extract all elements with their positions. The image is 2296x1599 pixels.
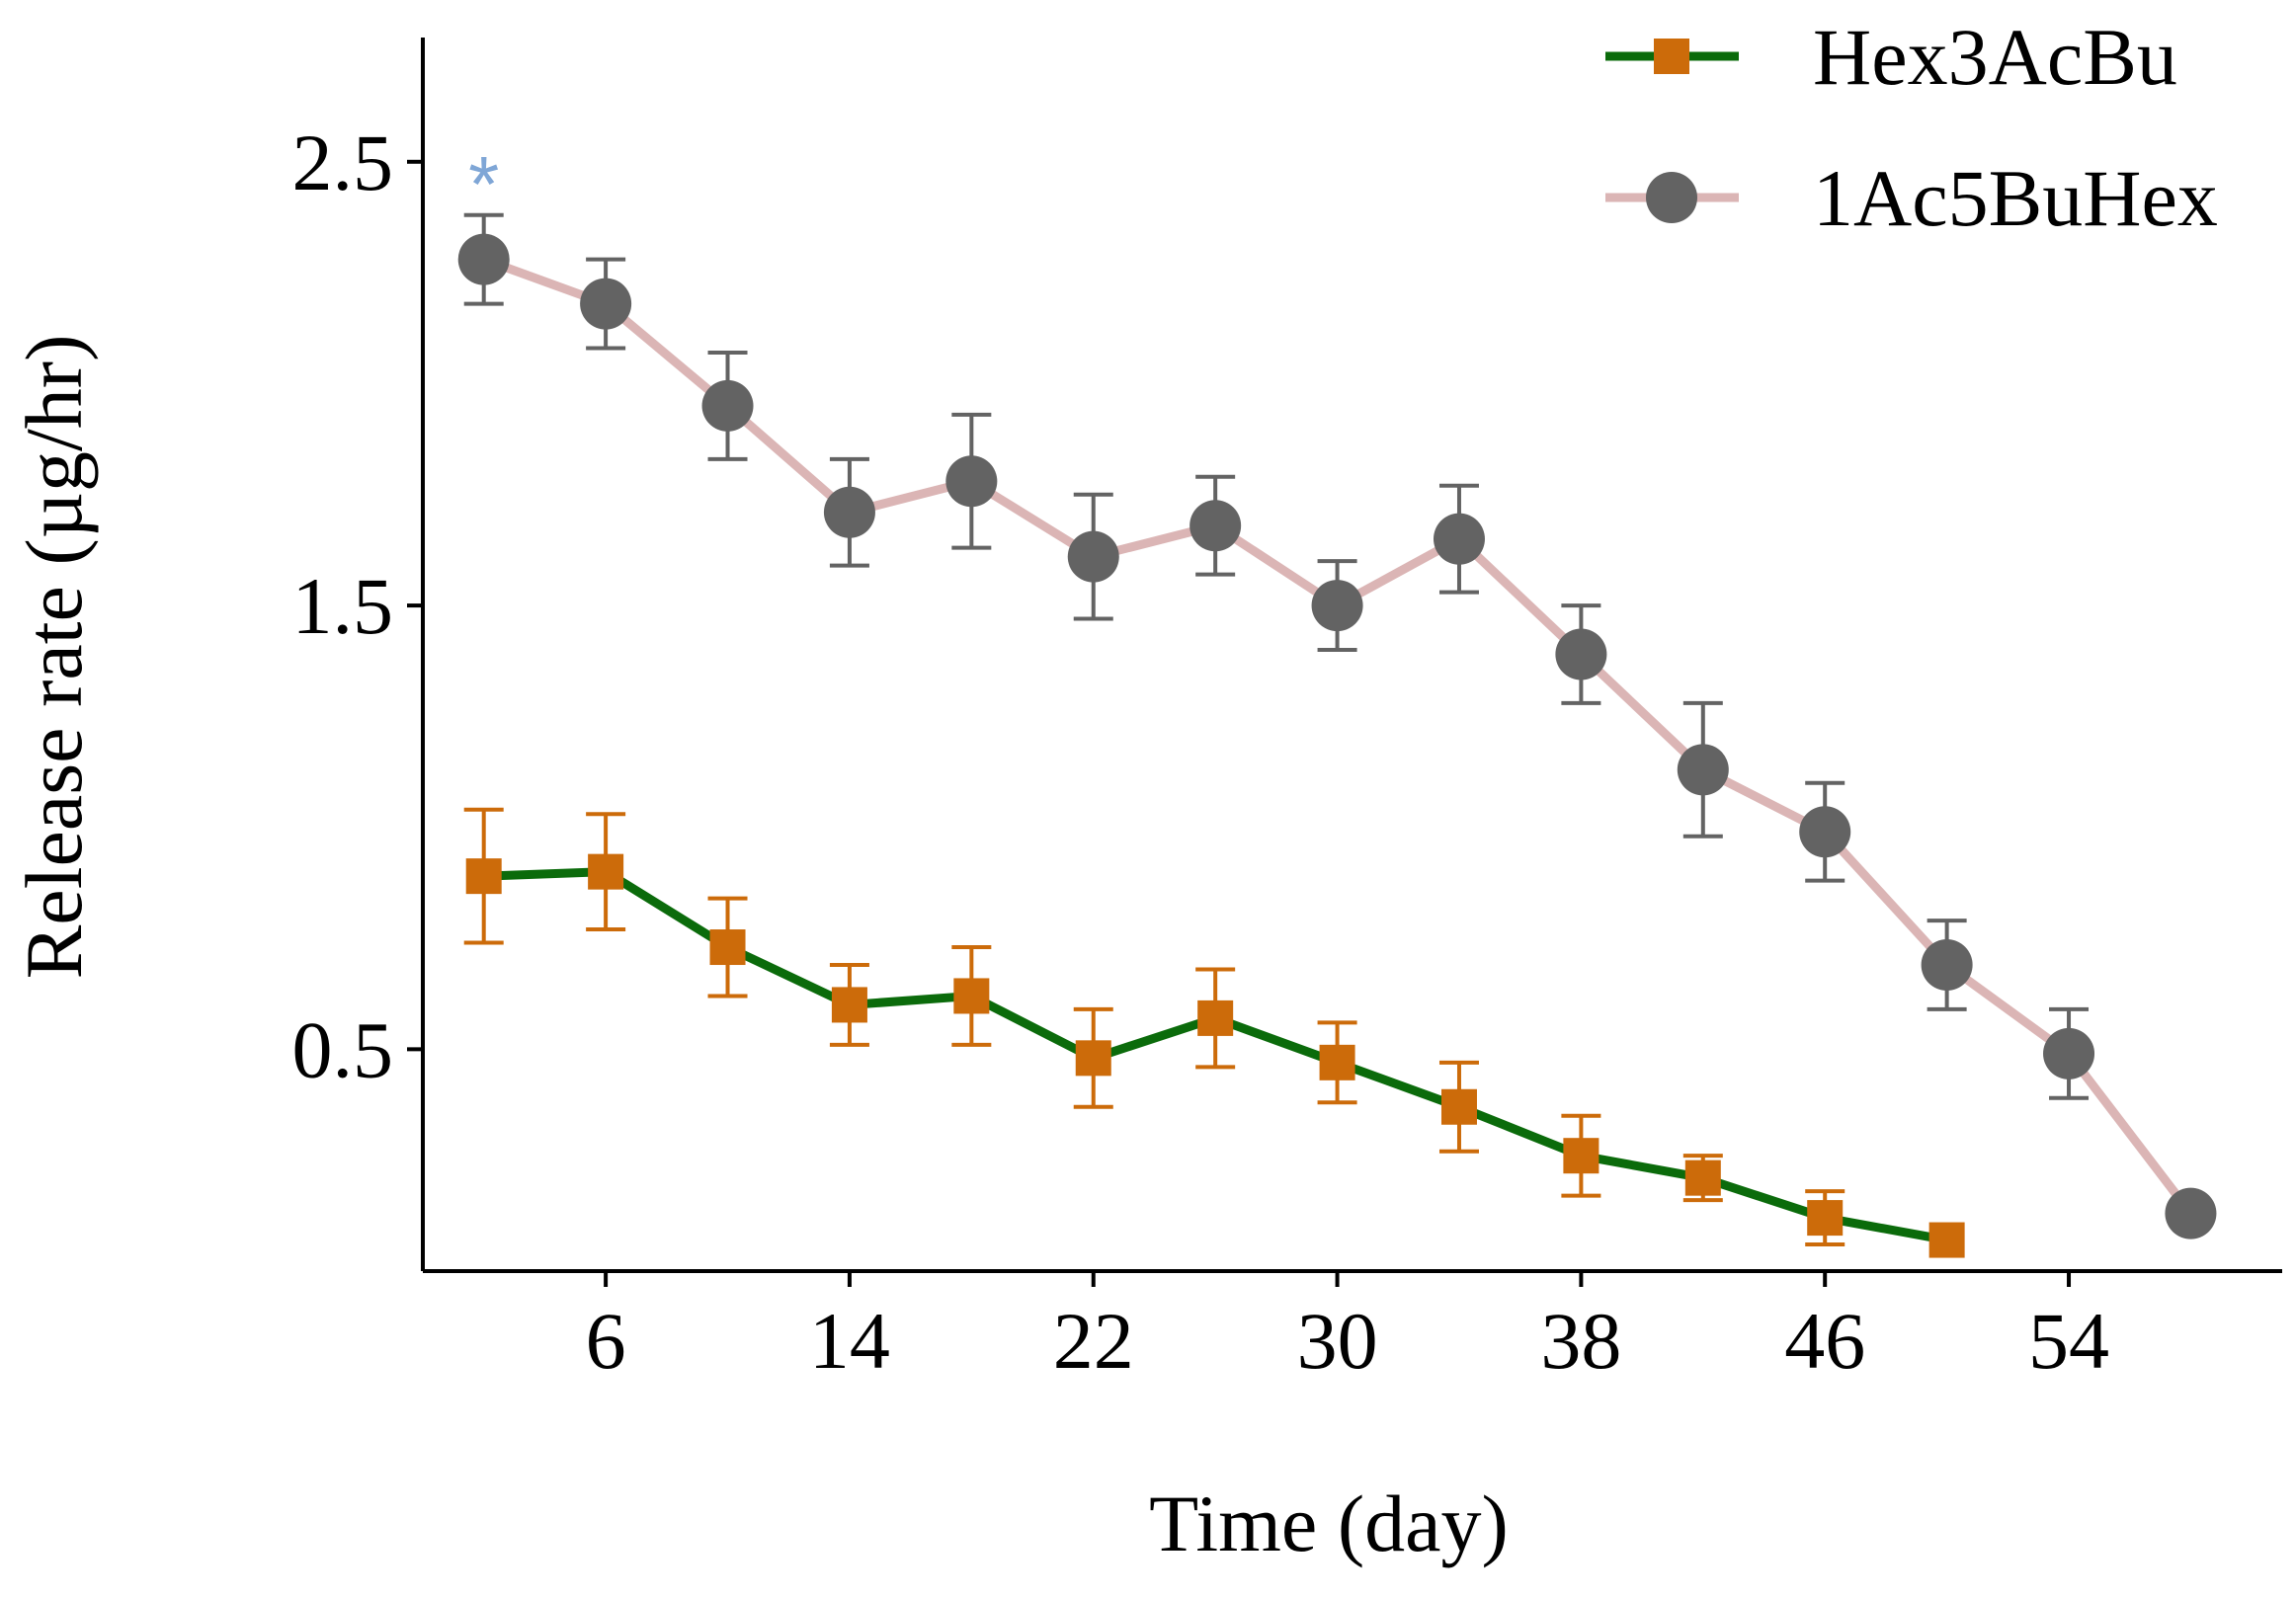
data-point [1319, 1044, 1355, 1080]
data-point [1311, 580, 1363, 632]
data-point [1677, 744, 1729, 796]
data-point [945, 455, 998, 508]
legend-label-1ac5buhex: 1Ac5BuHex [1813, 153, 2218, 243]
x-ticks: 6 14 22 30 38 46 54 [586, 1271, 2109, 1386]
series-layer [457, 212, 2217, 1258]
x-tick-label: 38 [1540, 1296, 1621, 1386]
data-point [1075, 1040, 1111, 1077]
data-point [2043, 1027, 2095, 1079]
data-point [457, 233, 510, 285]
series-1ac5buhex [457, 212, 2217, 1239]
data-point [1197, 999, 1234, 1036]
data-point [1807, 1200, 1844, 1237]
y-tick-label: 1.5 [292, 561, 394, 651]
y-tick-label: 2.5 [292, 118, 394, 207]
legend-item-1ac5buhex: 1Ac5BuHex [1605, 153, 2218, 243]
data-point [953, 978, 990, 1014]
y-tick-label: 0.5 [292, 1004, 394, 1094]
data-point [580, 278, 632, 330]
x-tick-label: 22 [1053, 1296, 1134, 1386]
series-hex3acbu [463, 807, 1965, 1258]
data-point [701, 379, 754, 432]
data-point [1189, 500, 1242, 552]
x-tick-label: 54 [2028, 1296, 2109, 1386]
legend-marker-hex3acbu [1654, 39, 1689, 74]
data-point [1555, 628, 1607, 680]
x-axis-title: Time (day) [1149, 1479, 1509, 1568]
data-point [709, 929, 746, 966]
data-point [1928, 1222, 1965, 1258]
data-point [823, 486, 875, 538]
data-point [831, 987, 867, 1023]
data-point [1799, 806, 1851, 858]
data-point [2165, 1187, 2217, 1239]
legend-item-hex3acbu: Hex3AcBu [1605, 12, 2177, 102]
legend: Hex3AcBu 1Ac5BuHex [1605, 12, 2218, 243]
annotations: * [468, 140, 499, 228]
y-axis-title: Release rate (µg/hr) [9, 335, 99, 980]
data-point [1067, 530, 1119, 583]
y-ticks: 0.5 1.5 2.5 [292, 118, 423, 1094]
axes [421, 38, 2282, 1273]
x-tick-label: 14 [809, 1296, 890, 1386]
x-tick-label: 30 [1297, 1296, 1378, 1386]
legend-label-hex3acbu: Hex3AcBu [1813, 12, 2177, 102]
significance-asterisk: * [468, 140, 499, 228]
data-point [1440, 1088, 1477, 1125]
x-tick-label: 46 [1784, 1296, 1865, 1386]
x-tick-label: 6 [586, 1296, 626, 1386]
data-point [465, 858, 502, 895]
data-point [1563, 1138, 1599, 1174]
legend-marker-1ac5buhex [1646, 172, 1697, 223]
data-point [588, 853, 624, 890]
data-point [1433, 513, 1485, 565]
data-point [1921, 938, 1973, 991]
data-point [1684, 1159, 1721, 1196]
